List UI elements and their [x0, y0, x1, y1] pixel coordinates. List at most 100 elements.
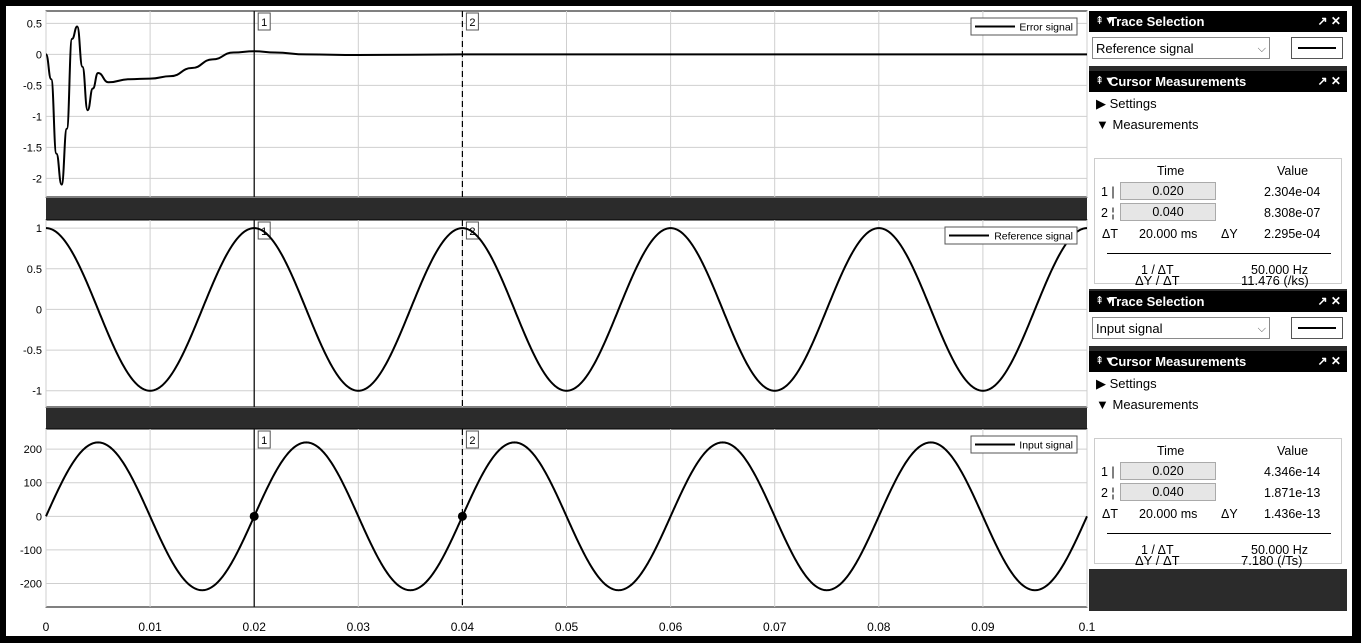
- line-style-button-2[interactable]: [1291, 317, 1343, 339]
- x-tick-label: 0.02: [243, 620, 267, 634]
- delta-y-value: 2.295e-04: [1264, 227, 1321, 241]
- slope-value: 11.476 (/ks): [1241, 273, 1309, 288]
- delta-t-label: ΔT: [1102, 507, 1118, 521]
- cursor-2-time-input[interactable]: 0.040: [1120, 203, 1216, 221]
- cursor-2-tag-label: 2: [469, 435, 475, 447]
- series-line-2: [45, 227, 1088, 392]
- chevron-down-icon[interactable]: ⌵: [1257, 323, 1266, 335]
- line-style-button-1[interactable]: [1291, 37, 1343, 59]
- close-icon[interactable]: ↗ ✕: [1317, 354, 1341, 368]
- trace-dropdown-1[interactable]: Reference signal ⌵: [1092, 37, 1270, 59]
- x-tick-label: 0.1: [1079, 620, 1096, 634]
- close-icon[interactable]: ↗ ✕: [1317, 74, 1341, 88]
- value-header: Value: [1277, 444, 1309, 458]
- y-tick-label: 1: [36, 223, 42, 235]
- x-tick-label: 0.08: [867, 620, 891, 634]
- cursor-1-tag-label: 1: [261, 17, 267, 29]
- y-tick-label: 200: [24, 444, 42, 456]
- time-header: Time: [1157, 444, 1185, 458]
- series-line-3: [45, 441, 1088, 592]
- y-tick-label: 0.5: [27, 18, 42, 30]
- cursor-measurements-header-2[interactable]: ⇞▼ Cursor Measurements ↗ ✕: [1089, 351, 1347, 372]
- y-tick-label: 100: [24, 478, 42, 490]
- divider: [1107, 253, 1331, 254]
- panel-separator: [46, 198, 1087, 220]
- time-header: Time: [1157, 164, 1185, 178]
- legend-box: [970, 17, 1078, 36]
- settings-label: Settings: [1109, 96, 1157, 111]
- cursor-measurements-header-1[interactable]: ⇞▼ Cursor Measurements ↗ ✕: [1089, 71, 1347, 92]
- value-header: Value: [1277, 164, 1309, 178]
- inverse-dt-value: 50.000 Hz: [1251, 263, 1308, 277]
- y-tick-label: -0.5: [23, 345, 42, 357]
- y-tick-label: -1: [32, 386, 42, 398]
- delta-t-label: ΔT: [1102, 227, 1118, 241]
- delta-y-label: ΔY: [1221, 227, 1238, 241]
- cursor-1-time-input[interactable]: 0.020: [1120, 182, 1216, 200]
- y-tick-label: -2: [32, 173, 42, 185]
- inverse-dt-label: 1 / ΔT: [1141, 263, 1174, 277]
- measurements-label: Measurements: [1112, 397, 1199, 412]
- side-panels: ⇞▼ Trace Selection ↗ ✕ Reference signal …: [1089, 11, 1347, 611]
- delta-t-value: 20.000 ms: [1139, 507, 1198, 521]
- cursor-1-tag-label: 1: [261, 435, 267, 447]
- trace-selection-title: Trace Selection: [1109, 14, 1205, 29]
- y-tick-label: -1.5: [23, 142, 42, 154]
- x-tick-label: 0.05: [555, 620, 579, 634]
- trace-dropdown-2[interactable]: Input signal ⌵: [1092, 317, 1270, 339]
- series-line-1: [45, 25, 1087, 186]
- close-icon[interactable]: ↗ ✕: [1317, 14, 1341, 28]
- pin-icon[interactable]: ⇞▼: [1095, 355, 1116, 367]
- x-tick-label: 0.06: [659, 620, 683, 634]
- cursor-1-label: 1 |: [1101, 185, 1115, 199]
- pin-icon[interactable]: ⇞▼: [1095, 15, 1116, 27]
- trace-selection-header-2[interactable]: ⇞▼ Trace Selection ↗ ✕: [1089, 291, 1347, 312]
- legend-label: Error signal: [1019, 22, 1073, 34]
- cursor-measurements-title: Cursor Measurements: [1109, 74, 1247, 89]
- legend-label: Reference signal: [994, 231, 1073, 243]
- x-tick-label: 0.07: [763, 620, 787, 634]
- y-tick-label: -1: [32, 111, 42, 123]
- x-tick-label: 0.03: [347, 620, 371, 634]
- delta-y-label: ΔY: [1221, 507, 1238, 521]
- cursor-2-tag: [465, 430, 479, 449]
- legend-label: Input signal: [1019, 440, 1073, 452]
- trace-select-area-1: Reference signal ⌵: [1089, 32, 1347, 66]
- y-tick-label: 0: [36, 49, 42, 61]
- slope-label: ΔY / ΔT: [1135, 273, 1180, 288]
- measurements-body-1: ▶ Settings ▼ Measurements Time Value 1 |…: [1089, 92, 1347, 289]
- close-icon[interactable]: ↗ ✕: [1317, 294, 1341, 308]
- trace-select-area-2: Input signal ⌵: [1089, 312, 1347, 346]
- cursor-marker-point: [457, 511, 467, 521]
- measurements-toggle[interactable]: ▼ Measurements: [1096, 397, 1199, 412]
- y-tick-label: 0: [36, 304, 42, 316]
- cursor-2-value: 1.871e-13: [1264, 486, 1321, 500]
- trace-selection-header-1[interactable]: ⇞▼ Trace Selection ↗ ✕: [1089, 11, 1347, 32]
- pin-icon[interactable]: ⇞▼: [1095, 75, 1116, 87]
- cursor-2-tag-label: 2: [469, 17, 475, 29]
- trace-selection-title: Trace Selection: [1109, 294, 1205, 309]
- y-tick-label: 0.5: [27, 264, 42, 276]
- cursor-2-label: 2 ¦: [1101, 486, 1115, 500]
- divider: [1107, 533, 1331, 534]
- chevron-down-icon[interactable]: ⌵: [1257, 43, 1266, 55]
- line-style-icon: [1298, 327, 1336, 329]
- pin-icon[interactable]: ⇞▼: [1095, 295, 1116, 307]
- cursor-2-time-input[interactable]: 0.040: [1120, 483, 1216, 501]
- cursor-1-tag: [257, 430, 271, 449]
- x-tick-label: 0: [43, 620, 50, 634]
- legend-box: [970, 435, 1078, 454]
- settings-toggle[interactable]: ▶ Settings: [1096, 96, 1157, 111]
- settings-toggle[interactable]: ▶ Settings: [1096, 376, 1157, 391]
- trace-dropdown-value: Input signal: [1096, 321, 1163, 336]
- cursor-1-time-input[interactable]: 0.020: [1120, 462, 1216, 480]
- panel-separator: [46, 408, 1087, 429]
- delta-y-value: 1.436e-13: [1264, 507, 1321, 521]
- inverse-dt-value: 50.000 Hz: [1251, 543, 1308, 557]
- trace-dropdown-value: Reference signal: [1096, 41, 1194, 56]
- cursor-1-value: 4.346e-14: [1264, 465, 1321, 479]
- slope-label: ΔY / ΔT: [1135, 553, 1180, 568]
- measurements-toggle[interactable]: ▼ Measurements: [1096, 117, 1199, 132]
- cursor-marker-point: [249, 511, 259, 521]
- slope-value: 7.180 (/Ts): [1241, 553, 1303, 568]
